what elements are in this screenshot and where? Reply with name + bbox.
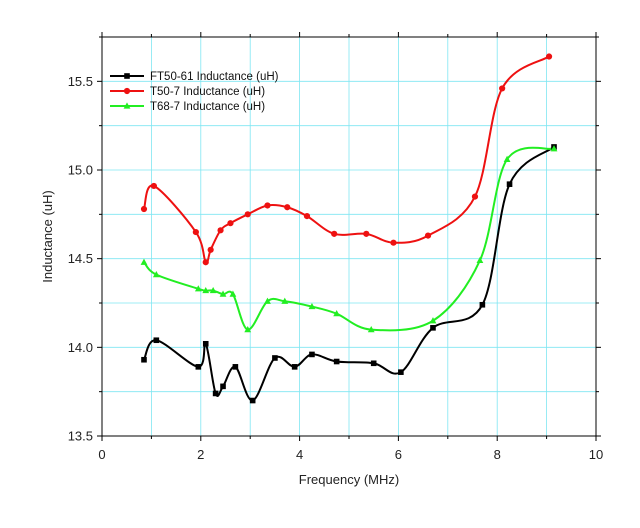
y-tick-label: 15.0 — [68, 163, 93, 178]
data-point-series-2 — [217, 227, 224, 234]
data-point-series-3 — [202, 286, 210, 294]
y-tick-label: 13.5 — [68, 429, 93, 444]
legend: FT50-61 Inductance (uH) T50-7 Inductance … — [110, 71, 279, 113]
y-tick-label: 14.0 — [68, 340, 93, 355]
data-point-series-1 — [232, 364, 239, 370]
x-tick-label: 4 — [296, 447, 303, 462]
y-tick-label: 14.5 — [68, 251, 93, 266]
x-tick-label: 2 — [197, 447, 204, 462]
data-point-series-2 — [192, 228, 199, 236]
data-point-series-3 — [140, 258, 148, 265]
data-point-series-3 — [367, 326, 375, 333]
data-point-series-2 — [545, 53, 553, 60]
data-point-series-2 — [303, 213, 311, 220]
x-axis-title: Frequency (MHz) — [299, 472, 399, 487]
data-point-series-1 — [249, 397, 256, 404]
y-tick-label: 15.5 — [68, 74, 93, 89]
x-tick-label: 10 — [589, 447, 603, 462]
data-point-series-2 — [390, 239, 397, 246]
data-point-series-2 — [499, 85, 506, 92]
x-tick-label: 0 — [98, 447, 105, 462]
grid — [102, 37, 596, 436]
data-point-series-1 — [309, 351, 315, 358]
data-point-series-2 — [244, 211, 251, 218]
data-point-series-1 — [272, 355, 278, 361]
data-point-series-1 — [479, 301, 486, 308]
legend-label: T50-7 Inductance (uH) — [150, 86, 265, 98]
data-point-series-3 — [333, 310, 341, 317]
data-point-series-2 — [331, 230, 338, 237]
legend-label: T68-7 Inductance (uH) — [150, 101, 265, 113]
data-point-series-2 — [264, 202, 271, 209]
data-point-series-1 — [291, 364, 298, 370]
data-point-series-2 — [227, 220, 234, 227]
data-point-series-2 — [150, 182, 157, 190]
data-point-series-1 — [333, 358, 340, 365]
data-point-series-1 — [506, 181, 513, 187]
data-point-series-1 — [220, 383, 226, 390]
y-axis-title: Inductance (uH) — [40, 190, 55, 283]
data-point-series-1 — [202, 340, 209, 347]
data-point-series-1 — [141, 356, 147, 363]
data-point-series-2 — [284, 204, 291, 211]
legend-swatch-marker — [123, 87, 131, 95]
data-point-series-3 — [429, 317, 437, 324]
data-point-series-3 — [264, 297, 271, 304]
data-point-series-1 — [398, 369, 404, 375]
data-point-series-3 — [476, 256, 484, 264]
data-point-series-3 — [550, 145, 558, 152]
data-point-series-3 — [209, 286, 217, 294]
data-point-series-1 — [195, 364, 202, 370]
legend-swatch-marker — [123, 102, 131, 109]
data-point-series-2 — [207, 246, 214, 253]
data-point-series-3 — [244, 326, 252, 333]
legend-label: FT50-61 Inductance (uH) — [150, 71, 279, 83]
data-point-series-3 — [503, 155, 511, 162]
data-point-series-3 — [229, 290, 237, 297]
axis-ticks: 0 2 4 6 8 10 13.5 14.0 14.5 15.0 15.5 — [68, 32, 603, 462]
data-point-series-1 — [370, 360, 377, 367]
legend-swatch-marker — [124, 73, 130, 79]
data-point-series-1 — [212, 390, 219, 397]
data-point-series-2 — [140, 205, 148, 213]
data-point-series-3 — [219, 290, 227, 297]
data-point-series-2 — [471, 193, 479, 200]
data-point-series-1 — [153, 337, 160, 344]
data-point-series-2 — [202, 259, 209, 266]
data-points — [140, 53, 558, 404]
data-point-series-2 — [363, 230, 370, 237]
data-point-series-3 — [308, 302, 316, 310]
x-tick-label: 8 — [494, 447, 501, 462]
data-point-series-3 — [152, 271, 160, 278]
x-tick-label: 6 — [395, 447, 402, 462]
data-point-series-3 — [281, 297, 289, 304]
data-point-series-1 — [430, 325, 436, 331]
data-point-series-2 — [424, 232, 432, 239]
data-point-series-3 — [194, 285, 202, 292]
